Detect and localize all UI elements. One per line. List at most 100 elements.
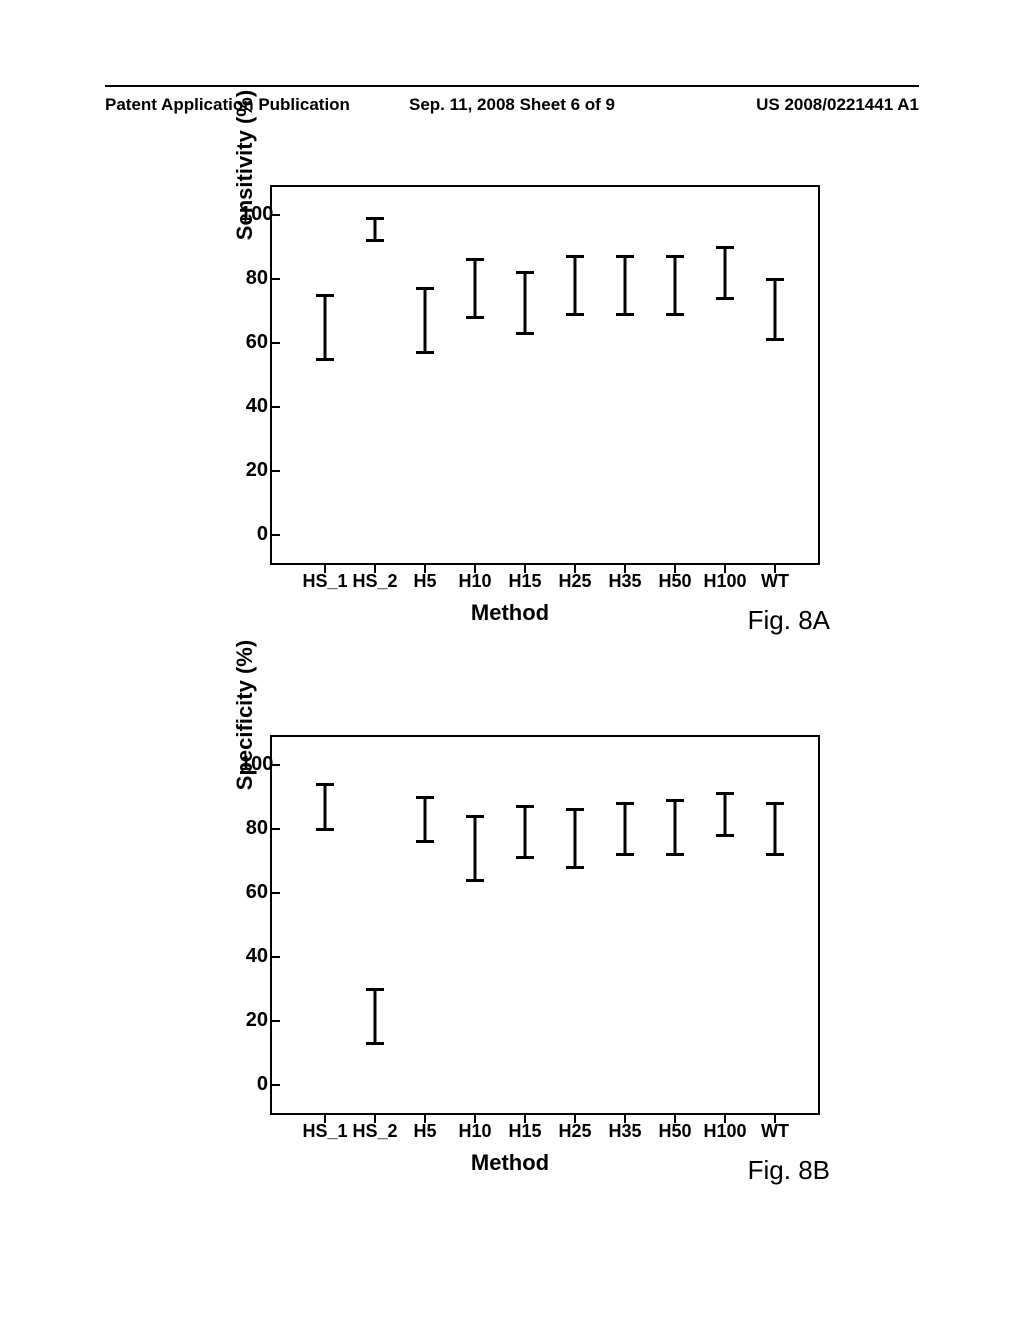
y-tick-label: 100 bbox=[240, 753, 268, 776]
error-bar bbox=[616, 715, 634, 716]
y-tick-label: 40 bbox=[240, 395, 268, 418]
y-tick-mark bbox=[270, 956, 280, 958]
error-bar bbox=[766, 165, 784, 166]
error-bar-cap-bottom bbox=[566, 313, 584, 316]
error-bar-cap-bottom bbox=[466, 316, 484, 319]
x-tick-label: H100 bbox=[703, 571, 746, 592]
error-bar-cap-top bbox=[616, 802, 634, 805]
error-bar-cap-top bbox=[766, 278, 784, 281]
error-bar-cap-top bbox=[566, 255, 584, 258]
error-bar-stem bbox=[524, 273, 527, 334]
y-tick-mark bbox=[270, 828, 280, 830]
x-tick-label: HS_2 bbox=[352, 571, 397, 592]
x-tick-label: H10 bbox=[458, 571, 491, 592]
error-bar-cap-top bbox=[416, 796, 434, 799]
error-bar-stem bbox=[574, 810, 577, 868]
x-axis-label: Method bbox=[471, 1150, 549, 1176]
error-bar-cap-top bbox=[316, 783, 334, 786]
y-tick-mark bbox=[270, 406, 280, 408]
error-bar-cap-bottom bbox=[366, 1042, 384, 1045]
error-bar bbox=[516, 715, 534, 716]
error-bar-cap-top bbox=[516, 805, 534, 808]
error-bar bbox=[366, 165, 384, 166]
error-bar bbox=[766, 715, 784, 716]
error-bar-stem bbox=[774, 279, 777, 340]
x-tick-label: H25 bbox=[558, 1121, 591, 1142]
x-tick-label: H25 bbox=[558, 571, 591, 592]
error-bar-cap-top bbox=[366, 988, 384, 991]
y-tick-label: 80 bbox=[240, 817, 268, 840]
y-tick-mark bbox=[270, 1020, 280, 1022]
x-tick-label: HS_1 bbox=[302, 1121, 347, 1142]
error-bar-stem bbox=[374, 218, 377, 240]
error-bar-cap-bottom bbox=[466, 879, 484, 882]
error-bar bbox=[366, 715, 384, 716]
error-bar bbox=[466, 715, 484, 716]
error-bar-cap-top bbox=[616, 255, 634, 258]
error-bar-cap-bottom bbox=[666, 313, 684, 316]
y-tick-label: 20 bbox=[240, 459, 268, 482]
error-bar-cap-bottom bbox=[366, 239, 384, 242]
header-date-sheet: Sep. 11, 2008 Sheet 6 of 9 bbox=[409, 95, 615, 115]
error-bar-cap-top bbox=[466, 815, 484, 818]
error-bar-cap-bottom bbox=[616, 313, 634, 316]
error-bar bbox=[616, 165, 634, 166]
error-bar-cap-bottom bbox=[416, 840, 434, 843]
y-tick-mark bbox=[270, 534, 280, 536]
y-tick-mark bbox=[270, 470, 280, 472]
x-tick-label: H5 bbox=[413, 571, 436, 592]
header-publication: Patent Application Publication bbox=[105, 95, 350, 115]
x-tick-label: H50 bbox=[658, 571, 691, 592]
x-tick-label: WT bbox=[761, 571, 789, 592]
error-bar-cap-top bbox=[716, 792, 734, 795]
error-bar-stem bbox=[424, 797, 427, 842]
error-bar-cap-bottom bbox=[316, 358, 334, 361]
y-tick-mark bbox=[270, 1084, 280, 1086]
error-bar-cap-top bbox=[516, 271, 534, 274]
x-axis-label: Method bbox=[471, 600, 549, 626]
figure-label: Fig. 8B bbox=[748, 1155, 830, 1186]
x-tick-label: H50 bbox=[658, 1121, 691, 1142]
error-bar-cap-top bbox=[466, 258, 484, 261]
y-tick-label: 80 bbox=[240, 267, 268, 290]
error-bar bbox=[466, 165, 484, 166]
error-bar-cap-top bbox=[316, 294, 334, 297]
x-tick-label: HS_2 bbox=[352, 1121, 397, 1142]
error-bar-cap-bottom bbox=[716, 834, 734, 837]
error-bar bbox=[316, 165, 334, 166]
error-bar-stem bbox=[524, 807, 527, 858]
error-bar bbox=[566, 715, 584, 716]
error-bar-cap-top bbox=[666, 799, 684, 802]
error-bar-stem bbox=[724, 794, 727, 836]
error-bar bbox=[416, 715, 434, 716]
y-tick-label: 0 bbox=[240, 523, 268, 546]
figure-label: Fig. 8A bbox=[748, 605, 830, 636]
y-tick-label: 0 bbox=[240, 1073, 268, 1096]
y-tick-mark bbox=[270, 214, 280, 216]
x-tick-label: H10 bbox=[458, 1121, 491, 1142]
y-tick-label: 60 bbox=[240, 331, 268, 354]
error-bar-cap-top bbox=[716, 246, 734, 249]
y-tick-label: 20 bbox=[240, 1009, 268, 1032]
error-bar-cap-bottom bbox=[516, 856, 534, 859]
error-bar-cap-bottom bbox=[666, 853, 684, 856]
y-tick-mark bbox=[270, 342, 280, 344]
x-tick-label: H35 bbox=[608, 571, 641, 592]
plot-frame bbox=[270, 185, 820, 565]
error-bar-stem bbox=[624, 803, 627, 854]
header-pub-number: US 2008/0221441 A1 bbox=[756, 95, 919, 115]
error-bar bbox=[666, 165, 684, 166]
y-tick-label: 100 bbox=[240, 203, 268, 226]
x-tick-label: H15 bbox=[508, 571, 541, 592]
error-bar-cap-top bbox=[666, 255, 684, 258]
error-bar-stem bbox=[324, 784, 327, 829]
error-bar bbox=[316, 715, 334, 716]
header-rule bbox=[105, 85, 919, 87]
error-bar bbox=[566, 165, 584, 166]
error-bar-cap-bottom bbox=[566, 866, 584, 869]
error-bar-cap-bottom bbox=[616, 853, 634, 856]
x-tick-label: H35 bbox=[608, 1121, 641, 1142]
error-bar-cap-top bbox=[366, 217, 384, 220]
error-bar bbox=[666, 715, 684, 716]
error-bar-cap-top bbox=[416, 287, 434, 290]
